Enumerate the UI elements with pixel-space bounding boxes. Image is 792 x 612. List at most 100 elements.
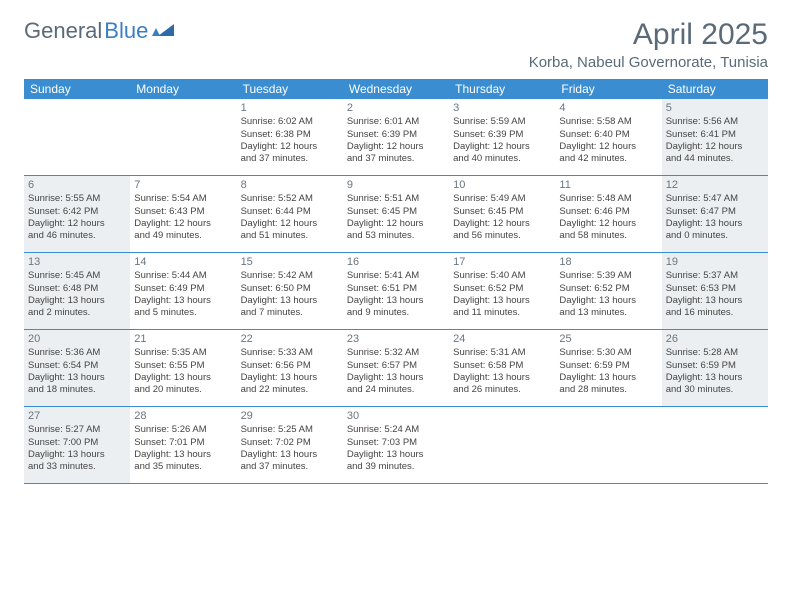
sunrise-text: Sunrise: 5:55 AM xyxy=(28,193,126,205)
day-number: 13 xyxy=(28,255,126,269)
daylight2-text: and 9 minutes. xyxy=(347,307,445,319)
daylight1-text: Daylight: 13 hours xyxy=(28,449,126,461)
sunset-text: Sunset: 6:38 PM xyxy=(241,129,339,141)
sunrise-text: Sunrise: 5:44 AM xyxy=(134,270,232,282)
sunset-text: Sunset: 7:03 PM xyxy=(347,437,445,449)
daylight2-text: and 37 minutes. xyxy=(241,153,339,165)
sunrise-text: Sunrise: 6:02 AM xyxy=(241,116,339,128)
day-cell: 8Sunrise: 5:52 AMSunset: 6:44 PMDaylight… xyxy=(237,176,343,252)
logo-text-1: General xyxy=(24,18,102,44)
sunrise-text: Sunrise: 5:41 AM xyxy=(347,270,445,282)
daylight2-text: and 46 minutes. xyxy=(28,230,126,242)
sunrise-text: Sunrise: 5:28 AM xyxy=(666,347,764,359)
sunset-text: Sunset: 6:54 PM xyxy=(28,360,126,372)
day-cell: 16Sunrise: 5:41 AMSunset: 6:51 PMDayligh… xyxy=(343,253,449,329)
day-number: 15 xyxy=(241,255,339,269)
page-title: April 2025 xyxy=(529,18,768,52)
day-cell: 20Sunrise: 5:36 AMSunset: 6:54 PMDayligh… xyxy=(24,330,130,406)
day-number: 3 xyxy=(453,101,551,115)
day-cell: 21Sunrise: 5:35 AMSunset: 6:55 PMDayligh… xyxy=(130,330,236,406)
sunset-text: Sunset: 6:49 PM xyxy=(134,283,232,295)
daylight2-text: and 16 minutes. xyxy=(666,307,764,319)
sunset-text: Sunset: 6:53 PM xyxy=(666,283,764,295)
sunset-text: Sunset: 6:45 PM xyxy=(453,206,551,218)
day-cell: 15Sunrise: 5:42 AMSunset: 6:50 PMDayligh… xyxy=(237,253,343,329)
day-label: Saturday xyxy=(662,79,768,99)
sunset-text: Sunset: 6:50 PM xyxy=(241,283,339,295)
sunrise-text: Sunrise: 5:54 AM xyxy=(134,193,232,205)
day-cell: 18Sunrise: 5:39 AMSunset: 6:52 PMDayligh… xyxy=(555,253,661,329)
daylight1-text: Daylight: 13 hours xyxy=(347,295,445,307)
daylight2-text: and 37 minutes. xyxy=(241,461,339,473)
sunrise-text: Sunrise: 5:52 AM xyxy=(241,193,339,205)
day-number: 12 xyxy=(666,178,764,192)
daylight1-text: Daylight: 13 hours xyxy=(347,372,445,384)
sunset-text: Sunset: 6:58 PM xyxy=(453,360,551,372)
day-number: 23 xyxy=(347,332,445,346)
sunset-text: Sunset: 6:41 PM xyxy=(666,129,764,141)
day-cell: 6Sunrise: 5:55 AMSunset: 6:42 PMDaylight… xyxy=(24,176,130,252)
sunrise-text: Sunrise: 5:30 AM xyxy=(559,347,657,359)
daylight1-text: Daylight: 12 hours xyxy=(241,218,339,230)
day-number: 18 xyxy=(559,255,657,269)
sunset-text: Sunset: 6:46 PM xyxy=(559,206,657,218)
logo-text-2: Blue xyxy=(104,18,148,44)
day-number: 22 xyxy=(241,332,339,346)
sunrise-text: Sunrise: 5:58 AM xyxy=(559,116,657,128)
calendar-body: 1Sunrise: 6:02 AMSunset: 6:38 PMDaylight… xyxy=(24,99,768,484)
daylight1-text: Daylight: 13 hours xyxy=(347,449,445,461)
empty-cell xyxy=(555,407,661,483)
day-number: 4 xyxy=(559,101,657,115)
day-cell: 7Sunrise: 5:54 AMSunset: 6:43 PMDaylight… xyxy=(130,176,236,252)
daylight2-text: and 49 minutes. xyxy=(134,230,232,242)
day-cell: 23Sunrise: 5:32 AMSunset: 6:57 PMDayligh… xyxy=(343,330,449,406)
day-cell: 22Sunrise: 5:33 AMSunset: 6:56 PMDayligh… xyxy=(237,330,343,406)
sunrise-text: Sunrise: 5:26 AM xyxy=(134,424,232,436)
day-cell: 25Sunrise: 5:30 AMSunset: 6:59 PMDayligh… xyxy=(555,330,661,406)
daylight1-text: Daylight: 13 hours xyxy=(559,295,657,307)
day-cell: 12Sunrise: 5:47 AMSunset: 6:47 PMDayligh… xyxy=(662,176,768,252)
day-label: Sunday xyxy=(24,79,130,99)
day-number: 2 xyxy=(347,101,445,115)
day-number: 6 xyxy=(28,178,126,192)
day-label: Friday xyxy=(555,79,661,99)
week-row: 20Sunrise: 5:36 AMSunset: 6:54 PMDayligh… xyxy=(24,330,768,407)
daylight1-text: Daylight: 12 hours xyxy=(559,141,657,153)
daylight1-text: Daylight: 13 hours xyxy=(241,449,339,461)
sunrise-text: Sunrise: 5:40 AM xyxy=(453,270,551,282)
day-label: Tuesday xyxy=(237,79,343,99)
sunrise-text: Sunrise: 5:36 AM xyxy=(28,347,126,359)
sunrise-text: Sunrise: 5:56 AM xyxy=(666,116,764,128)
daylight2-text: and 13 minutes. xyxy=(559,307,657,319)
daylight2-text: and 18 minutes. xyxy=(28,384,126,396)
week-row: 13Sunrise: 5:45 AMSunset: 6:48 PMDayligh… xyxy=(24,253,768,330)
sunrise-text: Sunrise: 5:25 AM xyxy=(241,424,339,436)
daylight1-text: Daylight: 13 hours xyxy=(453,295,551,307)
sunrise-text: Sunrise: 5:47 AM xyxy=(666,193,764,205)
day-cell: 17Sunrise: 5:40 AMSunset: 6:52 PMDayligh… xyxy=(449,253,555,329)
daylight1-text: Daylight: 13 hours xyxy=(134,372,232,384)
daylight1-text: Daylight: 12 hours xyxy=(666,141,764,153)
calendar: SundayMondayTuesdayWednesdayThursdayFrid… xyxy=(24,79,768,484)
daylight2-text: and 56 minutes. xyxy=(453,230,551,242)
day-cell: 24Sunrise: 5:31 AMSunset: 6:58 PMDayligh… xyxy=(449,330,555,406)
sunset-text: Sunset: 7:02 PM xyxy=(241,437,339,449)
title-block: April 2025 Korba, Nabeul Governorate, Tu… xyxy=(529,18,768,71)
day-number: 24 xyxy=(453,332,551,346)
daylight2-text: and 28 minutes. xyxy=(559,384,657,396)
sunset-text: Sunset: 6:59 PM xyxy=(666,360,764,372)
sunrise-text: Sunrise: 5:37 AM xyxy=(666,270,764,282)
day-number: 11 xyxy=(559,178,657,192)
sunrise-text: Sunrise: 5:24 AM xyxy=(347,424,445,436)
daylight1-text: Daylight: 13 hours xyxy=(666,295,764,307)
daylight2-text: and 42 minutes. xyxy=(559,153,657,165)
daylight2-text: and 33 minutes. xyxy=(28,461,126,473)
sunrise-text: Sunrise: 5:48 AM xyxy=(559,193,657,205)
daylight2-text: and 53 minutes. xyxy=(347,230,445,242)
daylight1-text: Daylight: 13 hours xyxy=(666,218,764,230)
day-number: 19 xyxy=(666,255,764,269)
day-number: 25 xyxy=(559,332,657,346)
sunset-text: Sunset: 6:39 PM xyxy=(453,129,551,141)
day-cell: 19Sunrise: 5:37 AMSunset: 6:53 PMDayligh… xyxy=(662,253,768,329)
page: GeneralBlue April 2025 Korba, Nabeul Gov… xyxy=(0,0,792,494)
